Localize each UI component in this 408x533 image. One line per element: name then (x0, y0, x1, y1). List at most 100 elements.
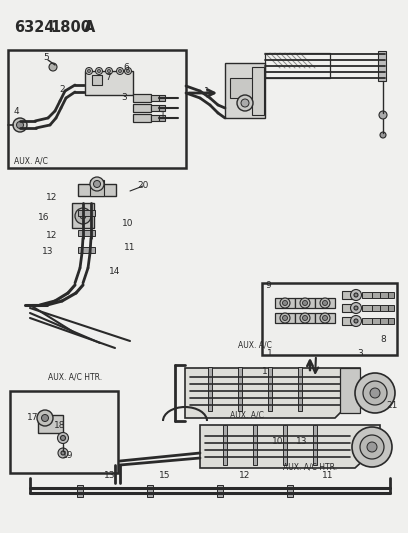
Text: 12: 12 (47, 230, 58, 239)
Text: 11: 11 (124, 244, 136, 253)
Text: 10: 10 (272, 437, 284, 446)
Circle shape (117, 68, 124, 75)
Circle shape (118, 69, 122, 72)
Circle shape (370, 388, 380, 398)
Text: 1: 1 (262, 367, 268, 376)
Circle shape (37, 410, 53, 426)
Circle shape (320, 313, 330, 323)
Text: 3: 3 (357, 349, 363, 358)
Circle shape (237, 95, 253, 111)
Bar (208, 367, 212, 411)
Bar (133, 94, 151, 102)
Text: 9: 9 (265, 280, 271, 289)
Bar (217, 485, 223, 497)
Bar (362, 318, 372, 324)
Bar (362, 292, 372, 298)
Bar (78, 184, 116, 196)
Bar (223, 425, 227, 465)
Bar (38, 415, 63, 433)
Circle shape (380, 132, 386, 138)
Text: 18: 18 (54, 421, 66, 430)
Bar (78, 210, 95, 216)
Bar (275, 298, 295, 308)
Circle shape (350, 303, 361, 313)
Circle shape (360, 435, 384, 459)
Circle shape (300, 313, 310, 323)
Circle shape (42, 415, 49, 422)
Text: AUX. A/C: AUX. A/C (230, 411, 264, 420)
Bar (238, 367, 242, 411)
Bar (315, 298, 335, 308)
Bar (362, 305, 372, 311)
Circle shape (352, 427, 392, 467)
Bar (388, 292, 394, 298)
Circle shape (354, 306, 358, 310)
Text: 2: 2 (59, 85, 65, 94)
Circle shape (320, 298, 330, 308)
Circle shape (350, 316, 361, 327)
Bar (295, 313, 315, 323)
Polygon shape (185, 368, 360, 418)
Circle shape (93, 181, 100, 188)
Circle shape (367, 442, 377, 452)
Circle shape (58, 448, 68, 458)
Bar (380, 292, 388, 298)
Text: 3: 3 (121, 93, 127, 102)
Circle shape (98, 69, 100, 72)
Bar (133, 104, 151, 112)
Circle shape (61, 451, 65, 455)
Text: AUX. A/C HTR.: AUX. A/C HTR. (48, 372, 102, 381)
Text: 4: 4 (13, 107, 19, 116)
Text: 6: 6 (123, 62, 129, 71)
Circle shape (16, 122, 24, 128)
Circle shape (75, 208, 91, 224)
Bar (8, 50, 186, 168)
Text: 17: 17 (27, 413, 39, 422)
Text: 21: 21 (386, 400, 398, 409)
Circle shape (95, 68, 102, 75)
Circle shape (241, 99, 249, 107)
Circle shape (282, 301, 288, 305)
Circle shape (302, 316, 308, 320)
Bar (287, 485, 293, 497)
Bar (151, 105, 159, 111)
Circle shape (350, 289, 361, 301)
Circle shape (322, 316, 328, 320)
Text: 14: 14 (109, 266, 121, 276)
Bar (265, 53, 330, 78)
Text: 1: 1 (267, 349, 273, 358)
Bar (78, 230, 95, 236)
Circle shape (379, 111, 387, 119)
Circle shape (282, 316, 288, 320)
Bar (252, 67, 264, 115)
Bar (388, 305, 394, 311)
Text: 1: 1 (160, 110, 166, 119)
Circle shape (80, 213, 86, 219)
Circle shape (107, 69, 111, 72)
Text: 11: 11 (322, 471, 334, 480)
Circle shape (302, 301, 308, 305)
Text: 7: 7 (105, 74, 111, 83)
Circle shape (87, 69, 91, 72)
Circle shape (49, 63, 57, 71)
Circle shape (13, 118, 27, 132)
Bar (151, 115, 159, 121)
Bar (342, 291, 356, 299)
Circle shape (363, 381, 387, 405)
Text: 8: 8 (380, 335, 386, 344)
Circle shape (126, 69, 129, 72)
Bar (77, 485, 83, 497)
Bar (340, 368, 360, 413)
Bar (380, 305, 388, 311)
Text: 1800: 1800 (50, 20, 91, 35)
Text: 19: 19 (62, 450, 74, 459)
Text: AUX. A/C: AUX. A/C (238, 341, 272, 350)
Bar (85, 71, 133, 95)
Bar (133, 114, 151, 122)
Text: 20: 20 (137, 181, 149, 190)
Bar (72, 203, 94, 228)
Bar (388, 318, 394, 324)
Text: 5: 5 (43, 52, 49, 61)
Circle shape (60, 435, 66, 440)
Bar (342, 317, 356, 325)
